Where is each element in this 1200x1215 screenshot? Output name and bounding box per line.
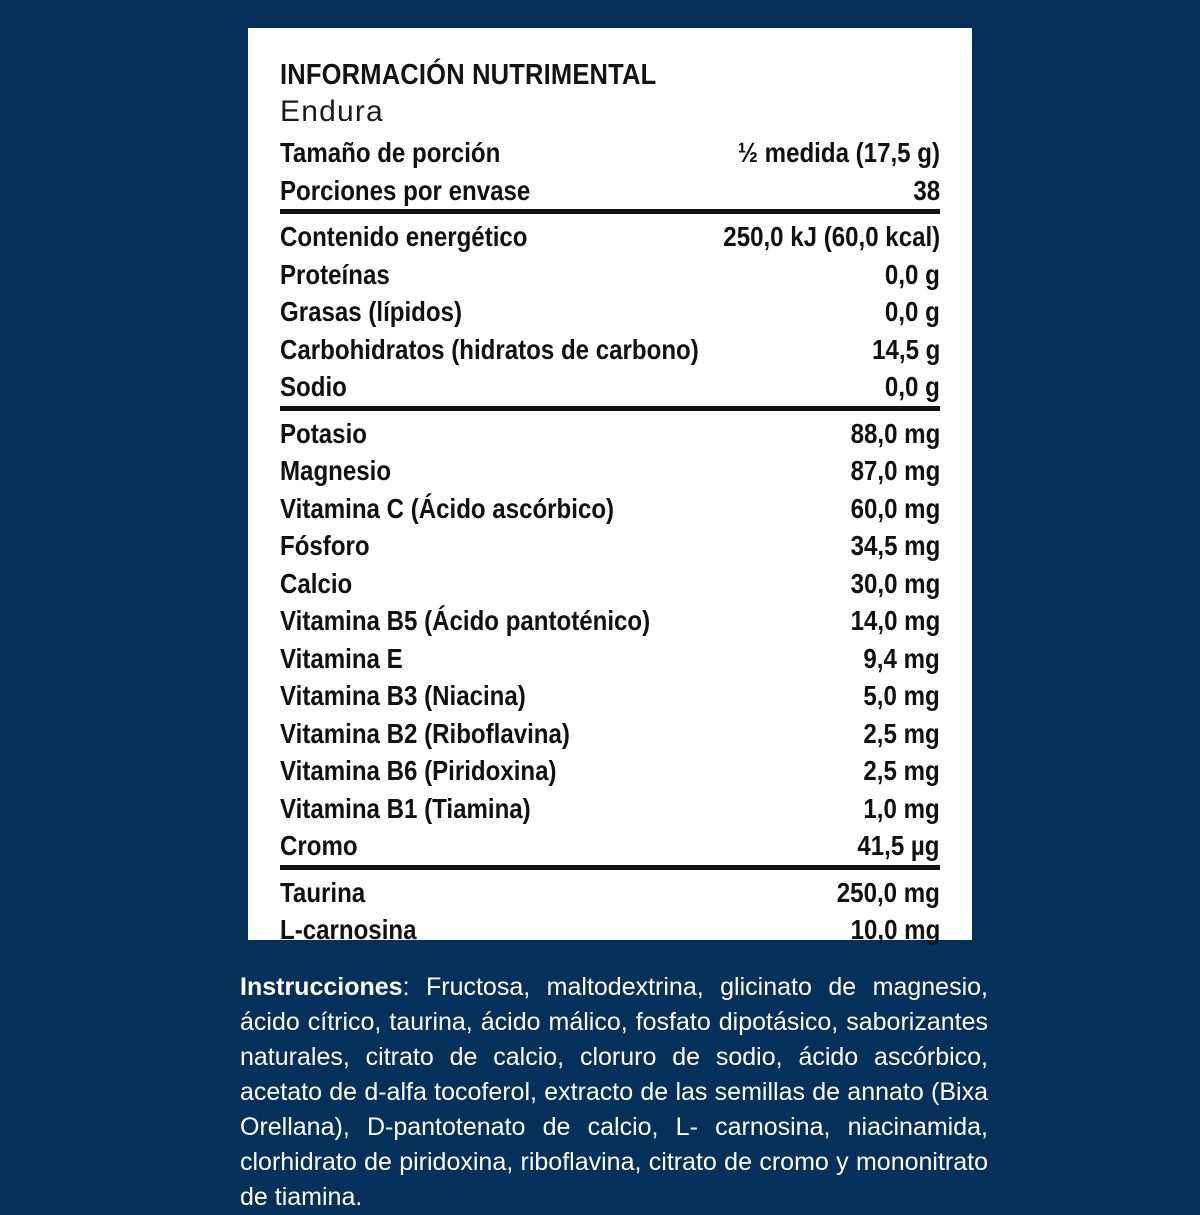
table-row: Vitamina B6 (Piridoxina) 2,5 mg — [280, 752, 940, 790]
row-value: 14,5 g — [871, 333, 940, 365]
row-label: Contenido energético — [280, 221, 528, 252]
table-row: Fósforo 34,5 mg — [280, 527, 940, 565]
other-ingredients-block: Taurina 250,0 mg L-carnosina 10,0 mg — [280, 870, 940, 949]
table-row: Potasio 88,0 mg — [280, 415, 940, 453]
row-value: 38 — [913, 174, 940, 206]
section-divider — [280, 864, 940, 870]
table-row: Sodio 0,0 g — [280, 368, 940, 406]
row-value: 60,0 mg — [850, 492, 940, 524]
row-label: Vitamina B3 (Niacina) — [280, 680, 526, 711]
row-value: 250,0 mg — [836, 876, 940, 908]
row-value: ½ medida (17,5 g) — [737, 137, 940, 168]
row-label: Magnesio — [280, 455, 392, 486]
product-name: Endura — [280, 95, 384, 128]
row-value: 9,4 mg — [863, 642, 940, 674]
row-label: Proteínas — [280, 258, 390, 290]
row-value: 0,0 g — [885, 371, 940, 402]
nutrition-facts-panel: INFORMACIÓN NUTRIMENTAL Endura Tamaño de… — [248, 28, 972, 945]
instructions-separator: : — [402, 973, 426, 1001]
table-row: Vitamina B2 (Riboflavina) 2,5 mg — [280, 715, 940, 753]
instructions-paragraph: Instrucciones: Fructosa, maltodextrina, … — [240, 970, 988, 1215]
row-label: Potasio — [280, 417, 367, 449]
table-row: Proteínas 0,0 g — [280, 256, 940, 294]
table-row: Vitamina B1 (Tiamina) 1,0 mg — [280, 790, 940, 828]
row-label: Vitamina B5 (Ácido pantoténico) — [280, 605, 651, 636]
table-row: Porciones por envase 38 — [280, 172, 940, 210]
serving-info-block: Tamaño de porción ½ medida (17,5 g) Porc… — [280, 130, 940, 209]
row-label: Vitamina B2 (Riboflavina) — [280, 717, 570, 749]
micronutrients-block: Potasio 88,0 mg Magnesio 87,0 mg Vitamin… — [280, 411, 940, 865]
section-divider — [280, 209, 940, 214]
row-label: Vitamina B1 (Tiamina) — [280, 792, 531, 824]
row-label: Grasas (lípidos) — [280, 296, 462, 327]
table-row: Vitamina C (Ácido ascórbico) 60,0 mg — [280, 490, 940, 528]
section-divider — [280, 405, 940, 411]
row-label: Vitamina C (Ácido ascórbico) — [280, 492, 615, 524]
row-value: 14,0 mg — [850, 605, 940, 636]
table-row: Carbohidratos (hidratos de carbono) 14,5… — [280, 331, 940, 369]
nutrition-panel-inner: INFORMACIÓN NUTRIMENTAL Endura Tamaño de… — [280, 28, 940, 945]
row-value: 1,0 mg — [863, 792, 940, 824]
row-value: 2,5 mg — [863, 755, 940, 786]
row-value: 0,0 g — [885, 296, 940, 327]
row-label: Vitamina E — [280, 642, 403, 674]
table-row: Contenido energético 250,0 kJ (60,0 kcal… — [280, 218, 940, 256]
table-row: L-carnosina 10,0 mg — [280, 911, 940, 949]
table-row: Tamaño de porción ½ medida (17,5 g) — [280, 134, 940, 172]
row-label: Vitamina B6 (Piridoxina) — [280, 755, 557, 786]
row-value: 87,0 mg — [850, 455, 940, 486]
row-value: 34,5 mg — [850, 530, 940, 561]
row-label: Fósforo — [280, 530, 370, 561]
row-value: 2,5 mg — [863, 717, 940, 749]
row-value: 0,0 g — [885, 258, 940, 290]
row-label: Taurina — [280, 876, 366, 908]
row-label: L-carnosina — [280, 914, 417, 945]
row-label: Calcio — [280, 567, 353, 599]
page-title: INFORMACIÓN NUTRIMENTAL — [280, 59, 657, 91]
table-row: Vitamina B5 (Ácido pantoténico) 14,0 mg — [280, 602, 940, 640]
table-row: Magnesio 87,0 mg — [280, 452, 940, 490]
row-value: 250,0 kJ (60,0 kcal) — [723, 221, 940, 252]
row-value: 10,0 mg — [850, 914, 940, 945]
table-row: Calcio 30,0 mg — [280, 565, 940, 603]
row-value: 88,0 mg — [850, 417, 940, 449]
row-value: 41,5 µg — [857, 830, 940, 861]
table-row: Vitamina E 9,4 mg — [280, 640, 940, 678]
table-row: Cromo 41,5 µg — [280, 827, 940, 865]
table-row: Taurina 250,0 mg — [280, 874, 940, 912]
row-value: 5,0 mg — [863, 680, 940, 711]
row-label: Sodio — [280, 371, 347, 402]
macronutrients-block: Contenido energético 250,0 kJ (60,0 kcal… — [280, 214, 940, 406]
row-label: Tamaño de porción — [280, 137, 501, 168]
row-label: Cromo — [280, 830, 358, 861]
table-row: Grasas (lípidos) 0,0 g — [280, 293, 940, 331]
row-label: Porciones por envase — [280, 174, 531, 206]
instructions-body: Fructosa, maltodextrina, glicinato de ma… — [240, 973, 988, 1211]
instructions-label: Instrucciones — [240, 973, 403, 1001]
table-row: Vitamina B3 (Niacina) 5,0 mg — [280, 677, 940, 715]
row-value: 30,0 mg — [850, 567, 940, 599]
row-label: Carbohidratos (hidratos de carbono) — [280, 333, 699, 365]
